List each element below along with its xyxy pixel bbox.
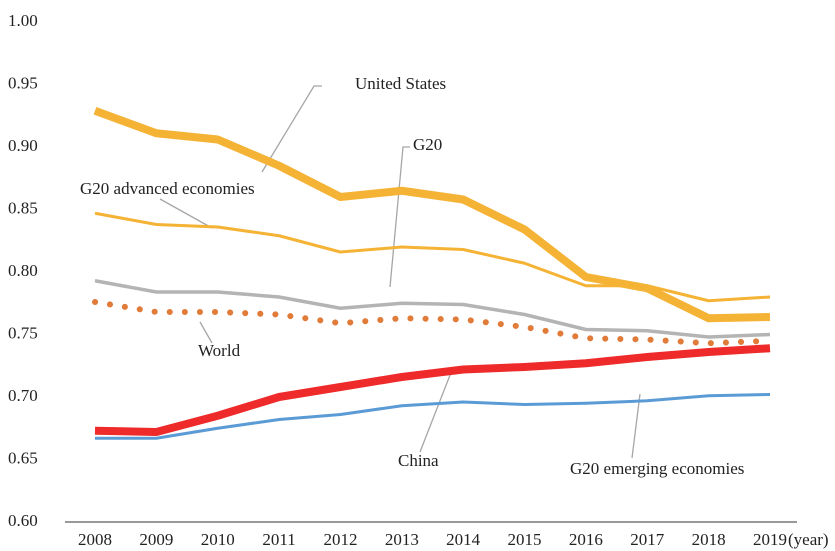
x-tick-label: 2009 [139,530,173,549]
y-tick-label: 0.80 [8,261,38,280]
x-tick-label: 2014 [446,530,481,549]
x-tick-label: 2013 [385,530,419,549]
leader-line [261,85,322,173]
series-label: World [198,341,241,360]
series-label: United States [355,74,446,93]
leader-lines [159,85,641,459]
y-tick-label: 0.65 [8,448,38,467]
leader-line [389,146,410,288]
leader-line [631,393,641,459]
x-tick-label: 2011 [262,530,295,549]
x-tick-label: 2008 [78,530,112,549]
series-line [94,279,771,339]
series-line [94,344,771,436]
y-tick-label: 0.95 [8,73,38,92]
y-tick-label: 1.00 [8,11,38,30]
series-line [92,299,773,347]
leader-line [199,321,213,344]
x-tick-label: 2012 [323,530,357,549]
x-tick-label: 2010 [201,530,235,549]
x-tick-label: 2018 [692,530,726,549]
leader-line [419,369,453,453]
series-line [95,393,771,440]
series-label: China [398,451,439,470]
x-tick-label: 2017 [630,530,665,549]
y-tick-label: 0.60 [8,511,38,530]
series-label: G20 emerging economies [570,459,744,478]
series-label: G20 [413,135,442,154]
y-tick-label: 0.85 [8,198,38,217]
series-label: G20 advanced economies [80,179,255,198]
y-tick-label: 0.70 [8,386,38,405]
x-axis-label: (year) [788,530,829,549]
series-line [94,211,771,303]
leader-line [159,198,213,229]
series-line [93,106,771,323]
y-tick-label: 0.75 [8,323,38,342]
y-tick-label: 0.90 [8,136,38,155]
x-tick-label: 2019 [753,530,787,549]
x-tick-label: 2015 [508,530,542,549]
x-tick-label: 2016 [569,530,603,549]
